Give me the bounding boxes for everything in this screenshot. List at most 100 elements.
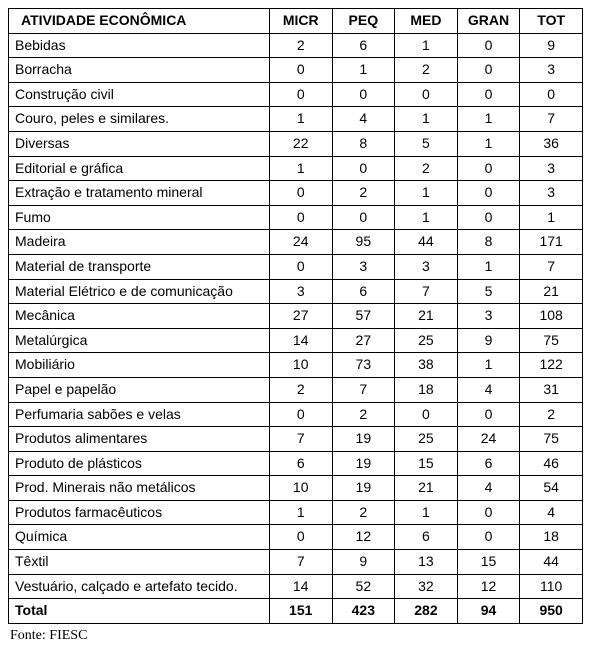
num-cell: 1 [395, 107, 458, 132]
num-cell: 75 [520, 427, 583, 452]
num-cell: 95 [332, 230, 395, 255]
num-cell: 1 [395, 181, 458, 206]
num-cell: 15 [395, 451, 458, 476]
num-cell: 6 [269, 451, 332, 476]
num-cell: 1 [457, 353, 520, 378]
activity-cell: Couro, peles e similares. [9, 107, 270, 132]
num-cell: 0 [457, 33, 520, 58]
num-cell: 0 [395, 82, 458, 107]
num-cell: 1 [269, 156, 332, 181]
activity-cell: Madeira [9, 230, 270, 255]
num-cell: 2 [395, 156, 458, 181]
num-cell: 38 [395, 353, 458, 378]
num-cell: 0 [457, 82, 520, 107]
total-value: 94 [457, 599, 520, 624]
activity-cell: Prod. Minerais não metálicos [9, 476, 270, 501]
num-cell: 14 [269, 328, 332, 353]
num-cell: 4 [332, 107, 395, 132]
table-row: Papel e papelão2718431 [9, 377, 583, 402]
num-cell: 7 [332, 377, 395, 402]
table-row: Construção civil00000 [9, 82, 583, 107]
num-cell: 1 [395, 500, 458, 525]
num-cell: 0 [269, 181, 332, 206]
num-cell: 36 [520, 131, 583, 156]
num-cell: 25 [395, 427, 458, 452]
table-total-row: Total15142328294950 [9, 599, 583, 624]
activity-cell: Têxtil [9, 550, 270, 575]
num-cell: 8 [457, 230, 520, 255]
num-cell: 7 [520, 254, 583, 279]
num-cell: 12 [457, 574, 520, 599]
num-cell: 110 [520, 574, 583, 599]
num-cell: 52 [332, 574, 395, 599]
num-cell: 5 [395, 131, 458, 156]
num-cell: 57 [332, 304, 395, 329]
num-cell: 24 [457, 427, 520, 452]
total-value: 950 [520, 599, 583, 624]
num-cell: 0 [269, 205, 332, 230]
activity-cell: Perfumaria sabões e velas [9, 402, 270, 427]
table-source: Fonte: FIESC [8, 624, 583, 648]
num-cell: 1 [395, 205, 458, 230]
num-cell: 6 [457, 451, 520, 476]
col-header-tot: TOT [520, 9, 583, 34]
num-cell: 0 [332, 156, 395, 181]
num-cell: 1 [395, 33, 458, 58]
num-cell: 31 [520, 377, 583, 402]
num-cell: 25 [395, 328, 458, 353]
col-header-gran: GRAN [457, 9, 520, 34]
num-cell: 6 [332, 33, 395, 58]
num-cell: 0 [457, 500, 520, 525]
num-cell: 8 [332, 131, 395, 156]
table-row: Couro, peles e similares.14117 [9, 107, 583, 132]
num-cell: 5 [457, 279, 520, 304]
activity-cell: Fumo [9, 205, 270, 230]
num-cell: 1 [269, 107, 332, 132]
num-cell: 0 [269, 254, 332, 279]
num-cell: 0 [457, 58, 520, 83]
num-cell: 0 [457, 205, 520, 230]
table-row: Madeira2495448171 [9, 230, 583, 255]
num-cell: 1 [457, 131, 520, 156]
num-cell: 15 [457, 550, 520, 575]
num-cell: 1 [457, 254, 520, 279]
num-cell: 3 [332, 254, 395, 279]
total-label: Total [9, 599, 270, 624]
activity-cell: Diversas [9, 131, 270, 156]
num-cell: 21 [395, 304, 458, 329]
num-cell: 22 [269, 131, 332, 156]
activity-cell: Material Elétrico e de comunicação [9, 279, 270, 304]
num-cell: 21 [395, 476, 458, 501]
table-row: Fumo00101 [9, 205, 583, 230]
col-header-activity: ATIVIDADE ECONÔMICA [9, 9, 270, 34]
activity-cell: Produtos alimentares [9, 427, 270, 452]
num-cell: 9 [520, 33, 583, 58]
num-cell: 1 [332, 58, 395, 83]
num-cell: 0 [269, 58, 332, 83]
num-cell: 0 [332, 205, 395, 230]
table-row: Mobiliário1073381122 [9, 353, 583, 378]
table-row: Material de transporte03317 [9, 254, 583, 279]
num-cell: 10 [269, 353, 332, 378]
economic-activity-table: ATIVIDADE ECONÔMICA MICR PEQ MED GRAN TO… [8, 8, 583, 624]
num-cell: 27 [332, 328, 395, 353]
total-value: 151 [269, 599, 332, 624]
num-cell: 122 [520, 353, 583, 378]
table-row: Diversas2285136 [9, 131, 583, 156]
num-cell: 10 [269, 476, 332, 501]
activity-cell: Metalúrgica [9, 328, 270, 353]
num-cell: 19 [332, 476, 395, 501]
table-row: Têxtil79131544 [9, 550, 583, 575]
activity-cell: Mobiliário [9, 353, 270, 378]
num-cell: 2 [332, 402, 395, 427]
num-cell: 44 [520, 550, 583, 575]
num-cell: 2 [269, 33, 332, 58]
num-cell: 1 [457, 107, 520, 132]
col-header-med: MED [395, 9, 458, 34]
activity-cell: Vestuário, calçado e artefato tecido. [9, 574, 270, 599]
col-header-micr: MICR [269, 9, 332, 34]
num-cell: 7 [520, 107, 583, 132]
num-cell: 3 [395, 254, 458, 279]
num-cell: 19 [332, 427, 395, 452]
table-row: Bebidas26109 [9, 33, 583, 58]
